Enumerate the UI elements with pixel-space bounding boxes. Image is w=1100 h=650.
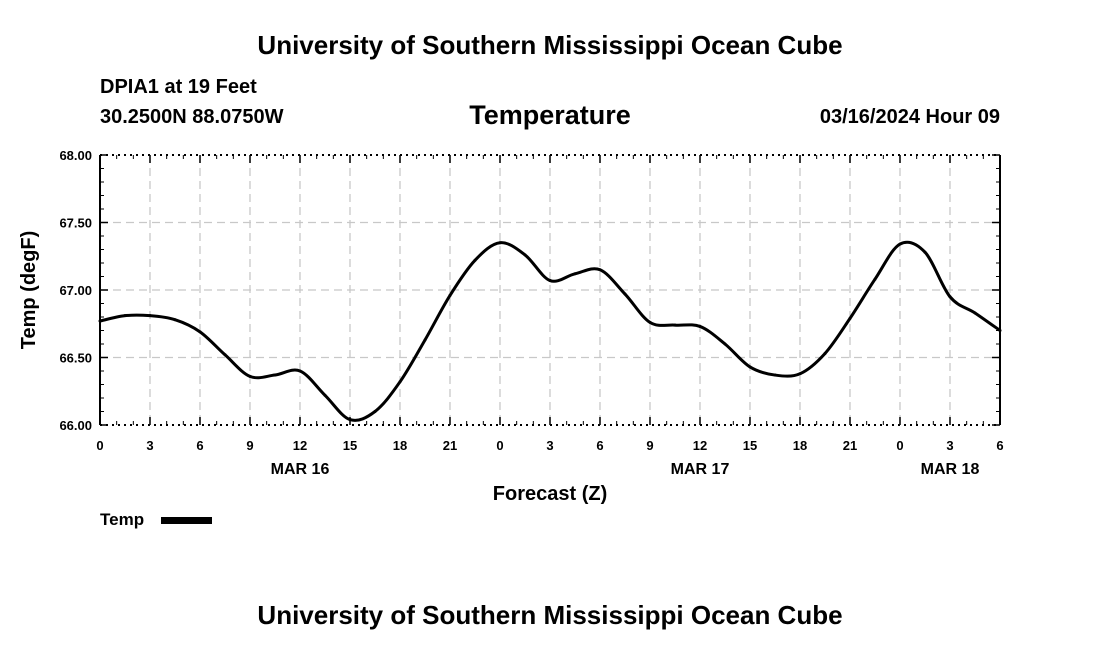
y-tick-label: 67.50 xyxy=(59,216,92,231)
data-point xyxy=(723,342,727,346)
data-point xyxy=(773,373,777,377)
x-tick-label: 18 xyxy=(793,438,807,453)
forecast-datetime: 03/16/2024 Hour 09 xyxy=(819,106,1000,128)
x-tick-label: 18 xyxy=(393,438,407,453)
x-tick-label: 3 xyxy=(146,438,153,453)
data-point xyxy=(323,393,327,397)
chart-title-bottom: University of Southern Mississippi Ocean… xyxy=(257,600,843,630)
date-label: MAR 18 xyxy=(921,461,980,478)
data-point xyxy=(398,380,402,384)
data-point xyxy=(423,338,427,342)
data-point xyxy=(998,329,1002,332)
data-point xyxy=(698,324,702,328)
x-tick-label: 21 xyxy=(843,438,857,453)
data-point xyxy=(98,319,102,323)
x-tick-label: 0 xyxy=(96,438,103,453)
data-point xyxy=(748,365,752,369)
data-point xyxy=(898,242,902,246)
y-tick-label: 66.50 xyxy=(59,351,92,366)
data-point xyxy=(923,250,927,254)
data-point xyxy=(273,373,277,377)
data-point xyxy=(823,351,827,355)
data-point xyxy=(598,268,602,272)
x-tick-label: 12 xyxy=(693,438,707,453)
data-point xyxy=(198,330,202,334)
x-tick-label: 9 xyxy=(246,438,253,453)
chart-series xyxy=(98,240,1002,422)
data-point xyxy=(673,323,677,327)
data-point xyxy=(848,316,852,320)
x-tick-label: 6 xyxy=(996,438,1003,453)
station-label: DPIA1 at 19 Feet xyxy=(100,76,257,98)
legend-swatch xyxy=(161,517,212,524)
chart-ticks: 66.00 66.50 67.00 67.50 68.00 0 3 6 9 12 15 18 21 0 3 6… xyxy=(59,148,1003,478)
data-point xyxy=(523,253,527,257)
x-tick-label: 15 xyxy=(743,438,757,453)
x-tick-label: 9 xyxy=(646,438,653,453)
data-point xyxy=(448,293,452,297)
x-tick-label: 15 xyxy=(343,438,357,453)
data-point xyxy=(248,374,252,378)
x-tick-label: 0 xyxy=(496,438,503,453)
data-point xyxy=(973,311,977,315)
data-point xyxy=(498,241,502,245)
x-axis-label: Forecast (Z) xyxy=(493,483,607,505)
chart-title-top: University of Southern Mississippi Ocean… xyxy=(257,30,843,60)
data-point xyxy=(173,318,177,322)
data-point xyxy=(473,258,477,262)
x-tick-label: 21 xyxy=(443,438,457,453)
y-tick-label: 67.00 xyxy=(59,283,92,298)
variable-title: Temperature xyxy=(469,100,631,130)
data-point xyxy=(798,372,802,376)
x-tick-label: 3 xyxy=(946,438,953,453)
data-point xyxy=(948,295,952,299)
data-point xyxy=(348,418,352,422)
chart-grid xyxy=(100,155,1000,425)
x-tick-label: 6 xyxy=(596,438,603,453)
legend-label: Temp xyxy=(100,510,145,529)
x-tick-label: 12 xyxy=(293,438,307,453)
data-point xyxy=(148,314,152,318)
x-tick-label: 6 xyxy=(196,438,203,453)
y-tick-label: 68.00 xyxy=(59,148,92,163)
y-axis-label: Temp (degF) xyxy=(18,231,40,350)
data-point xyxy=(223,353,227,357)
data-point xyxy=(873,277,877,281)
data-point xyxy=(298,369,302,373)
data-point xyxy=(123,314,127,318)
y-tick-label: 66.00 xyxy=(59,418,92,433)
x-tick-label: 3 xyxy=(546,438,553,453)
date-label: MAR 16 xyxy=(271,461,330,478)
data-point xyxy=(648,320,652,324)
data-point xyxy=(623,292,627,296)
x-tick-label: 0 xyxy=(896,438,903,453)
data-point xyxy=(548,279,552,283)
data-point xyxy=(573,272,577,276)
data-point xyxy=(373,410,377,413)
station-coords: 30.2500N 88.0750W xyxy=(100,106,284,128)
date-label: MAR 17 xyxy=(671,461,730,478)
